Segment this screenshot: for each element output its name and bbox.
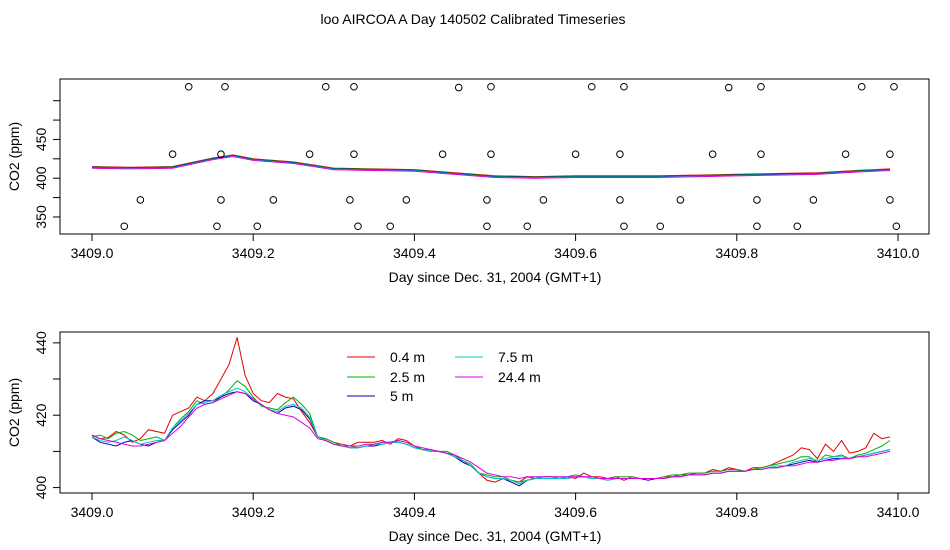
data-point: [184, 82, 193, 91]
legend-label: 24.4 m: [498, 369, 541, 385]
data-point: [438, 150, 447, 158]
plot-frame: [59, 78, 930, 235]
bottom-panel: 3409.0 3409.2 3409.4 3409.6 3409.8 3410.0 Day …: [6, 331, 930, 544]
figure-title: loo AIRCOA A Day 140502 Calibrated Times…: [320, 11, 625, 27]
y-tick-label: 350: [33, 205, 49, 229]
data-point: [168, 150, 177, 158]
x-axis-label: Day since Dec. 31, 2004 (GMT+1): [389, 269, 602, 285]
y-axis-label: CO2 (ppm): [6, 122, 22, 191]
x-tick-label: 3409.6: [554, 245, 597, 261]
data-point: [841, 150, 850, 158]
data-point: [616, 196, 624, 204]
data-point: [886, 150, 894, 158]
data-point: [890, 82, 898, 91]
x-tick-label: 3409.2: [232, 245, 275, 261]
x-tick-label: 3409.6: [554, 504, 597, 520]
y-tick-label: 450: [33, 128, 49, 152]
data-point: [793, 222, 802, 231]
data-point: [857, 82, 866, 91]
data-point: [120, 222, 129, 231]
data-point: [354, 222, 362, 231]
series-line: [91, 337, 891, 483]
y-tick-label: 400: [33, 476, 49, 500]
series-line: [91, 155, 890, 179]
x-tick-label: 3409.8: [715, 504, 758, 520]
y-tick-label: 440: [33, 331, 49, 355]
data-point: [217, 150, 225, 158]
data-point: [386, 222, 395, 231]
data-point: [217, 196, 225, 204]
data-point: [809, 196, 818, 204]
data-point: [487, 82, 495, 91]
legend: 0.4 m 2.5 m 5 m 7.5 m 24.4 m: [347, 349, 541, 404]
x-tick-label: 3410.0: [877, 504, 920, 520]
data-point: [757, 82, 765, 91]
data-point: [620, 222, 628, 231]
data-point: [724, 83, 733, 92]
x-tick-label: 3409.8: [715, 245, 758, 261]
data-point: [483, 222, 491, 231]
x-tick-label: 3409.0: [71, 245, 114, 261]
x-tick-label: 3409.4: [393, 504, 436, 520]
data-point: [487, 150, 495, 158]
data-point: [753, 196, 761, 204]
y-tick-label: 420: [33, 403, 49, 427]
legend-label: 5 m: [390, 388, 413, 404]
data-point: [402, 196, 411, 204]
y-tick-label: 400: [33, 166, 49, 190]
top-panel: 3409.0 3409.2 3409.4 3409.6 3409.8 3410.0 Day …: [6, 78, 930, 285]
legend-label: 2.5 m: [390, 369, 425, 385]
data-point: [350, 82, 358, 91]
data-point: [757, 150, 765, 158]
data-point: [136, 196, 145, 204]
x-tick-label: 3409.4: [393, 245, 436, 261]
data-point: [753, 222, 761, 231]
data-point: [213, 222, 221, 231]
data-point: [305, 150, 314, 158]
data-point: [483, 196, 491, 204]
series-line: [91, 380, 891, 483]
data-point: [523, 222, 532, 231]
legend-label: 0.4 m: [390, 349, 425, 365]
data-point: [886, 196, 894, 204]
legend-label: 7.5 m: [498, 349, 533, 365]
data-point: [321, 82, 330, 91]
x-tick-label: 3409.2: [232, 504, 275, 520]
data-point: [253, 222, 262, 231]
x-axis-label: Day since Dec. 31, 2004 (GMT+1): [389, 528, 602, 544]
data-point: [539, 196, 548, 204]
data-point: [221, 82, 229, 91]
data-point: [676, 196, 685, 204]
data-point: [620, 82, 628, 91]
data-point: [346, 196, 354, 204]
series-line: [91, 391, 891, 480]
y-axis-label: CO2 (ppm): [6, 378, 22, 447]
data-point: [571, 150, 580, 158]
data-point: [454, 83, 463, 92]
x-tick-label: 3410.0: [877, 245, 920, 261]
data-point: [708, 150, 717, 158]
data-point: [587, 82, 596, 91]
data-point: [350, 150, 358, 158]
data-point: [269, 196, 278, 204]
x-tick-label: 3409.0: [71, 504, 114, 520]
series-line: [91, 391, 891, 487]
data-point: [892, 222, 901, 231]
data-point: [656, 222, 665, 231]
data-point: [616, 150, 624, 158]
